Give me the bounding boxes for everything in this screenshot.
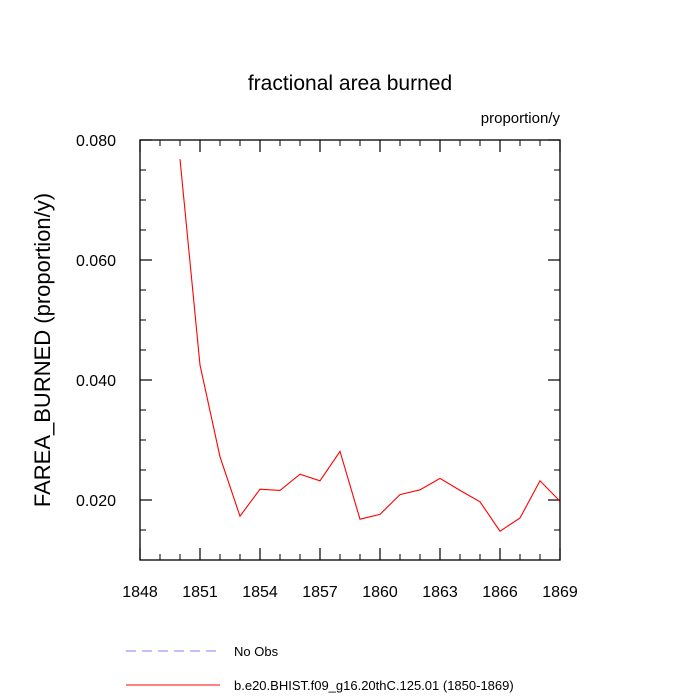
x-tick-label: 1848 <box>122 584 158 601</box>
x-tick-label: 1851 <box>182 584 218 601</box>
axis-ticks: 1848 1851 1854 1857 1860 1863 1866 1869 0.020 0.0… <box>76 133 578 601</box>
x-tick-label: 1857 <box>302 584 338 601</box>
plot-frame <box>139 139 561 561</box>
x-tick-label: 1854 <box>242 584 278 601</box>
y-tick-label: 0.020 <box>76 493 116 510</box>
legend: No Obs b.e20.BHIST.f09_g16.20thC.125.01 (… <box>126 644 514 693</box>
chart-title: fractional area burned <box>248 72 452 95</box>
x-tick-label: 1863 <box>422 584 458 601</box>
x-tick-label: 1866 <box>482 584 518 601</box>
units-label: proportion/y <box>481 110 561 127</box>
legend-label-1: b.e20.BHIST.f09_g16.20thC.125.01 (1850-1… <box>234 678 514 693</box>
x-tick-label: 1860 <box>362 584 398 601</box>
y-tick-label: 0.080 <box>76 133 116 150</box>
series-line-1 <box>179 159 561 532</box>
series-layer <box>179 159 561 532</box>
y-tick-label: 0.060 <box>76 253 116 270</box>
x-tick-label: 1869 <box>542 584 578 601</box>
y-axis-label: FAREA_BURNED (proportion/y) <box>30 193 55 507</box>
y-tick-label: 0.040 <box>76 373 116 390</box>
legend-label-0: No Obs <box>234 644 279 659</box>
